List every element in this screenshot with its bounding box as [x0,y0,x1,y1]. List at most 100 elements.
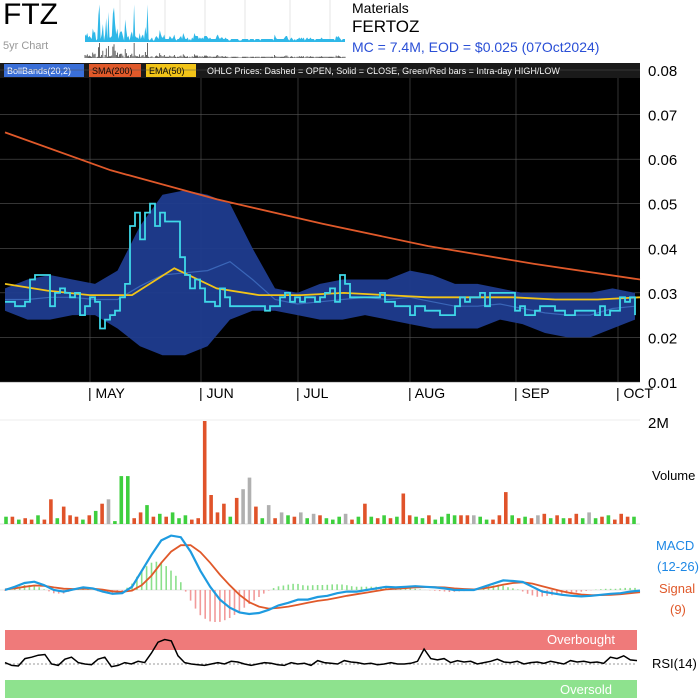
volume-bar [42,519,47,524]
volume-bar [234,497,239,524]
volume-bar [427,515,431,524]
oversold-zone [5,680,637,698]
volume-bar [292,516,297,524]
volume-bar [548,518,553,524]
volume-bar [209,495,213,524]
month-label: | JUL [296,385,329,401]
volume-bar [10,516,15,524]
volume-bar [632,516,636,524]
volume-bar [100,503,104,524]
volume-bar [119,476,124,524]
month-label: | JUN [199,385,234,401]
volume-bar [305,518,309,524]
volume-bar [510,515,514,524]
volume-bar [529,518,534,524]
legend-ema-label: EMA(50) [149,66,185,76]
legend-bollinger-box [4,64,84,77]
month-label: | MAY [88,385,125,401]
volume-bar [555,515,559,524]
volume-bar [177,518,181,524]
volume-axis-label: Volume [652,468,695,483]
volume-bar [183,515,188,524]
volume-bar [126,476,130,524]
volume-bar [254,506,258,524]
volume-bar [324,518,329,524]
volume-bar [190,519,194,524]
volume-bar [382,515,386,524]
overbought-label: Overbought [547,632,615,647]
volume-bar [61,506,66,524]
ticker-title: FTZ [3,0,58,31]
volume-bar [369,516,374,524]
price-tick-label: 0.04 [648,241,677,258]
volume-bar [311,513,316,524]
volume-bar [401,493,406,524]
volume-bar [4,516,8,524]
volume-bar [465,515,470,524]
volume-bar [222,503,226,524]
legend-sma-label: SMA(200) [92,66,133,76]
price-tick-label: 0.01 [648,375,677,392]
macd-line [4,534,641,616]
volume-tick-2m: 2M [648,415,669,432]
volume-bar [318,515,322,524]
volume-bar [619,513,623,524]
volume-bar [247,477,252,524]
volume-bar [29,519,34,524]
volume-bar [49,499,53,524]
sparkline-area [85,4,345,42]
legend-bollinger-label: BollBands(20,2) [7,66,71,76]
volume-bar [87,515,92,524]
volume-bar [606,515,611,524]
volume-bar [106,499,111,524]
volume-bar [536,515,540,524]
volume-bar [363,503,367,524]
volume-bar [279,512,284,524]
volume-bar [580,518,585,524]
volume-bar [68,515,72,524]
volume-bar [459,515,463,524]
company-name: FERTOZ [352,17,420,36]
volume-bar [331,519,335,524]
sma200-line [4,131,641,281]
volume-bar [196,518,200,524]
volume-bar [151,516,156,524]
overbought-zone [5,630,637,650]
volume-bar [613,519,617,524]
price-tick-label: 0.05 [648,197,677,214]
volume-bar [452,515,457,524]
volume-bar [343,513,348,524]
volume-bar [202,421,207,524]
volume-bar [388,518,393,524]
volume-bar [420,518,425,524]
bollinger-band [5,190,635,356]
chart-subtitle: 5yr Chart [3,40,49,52]
volume-bar [593,518,598,524]
price-tick-label: 0.07 [648,108,677,125]
volume-bar [164,516,168,524]
volume-bar [228,516,233,524]
price-tick-label: 0.06 [648,152,677,169]
volume-bar [286,515,290,524]
volume-bar [587,512,591,524]
volume-bar [440,516,444,524]
volume-bar [170,512,175,524]
volume-bar [516,518,521,524]
volume-bar [215,512,220,524]
rsi-line [4,638,638,668]
legend-sma-box [89,64,141,77]
volume-bar [145,505,149,524]
volume-bar [478,516,482,524]
legend-note: OHLC Prices: Dashed = OPEN, Solid = CLOS… [207,66,560,76]
volume-bar [446,513,450,524]
volume-bar [356,516,361,524]
price-tick-label: 0.08 [648,63,677,80]
volume-bar [55,518,60,524]
volume-bar [158,513,162,524]
volume-bar [523,516,527,524]
price-tick-label: 0.02 [648,330,677,347]
signal-label: Signal [659,581,695,596]
ema50-line [4,267,641,301]
volume-bar [375,518,380,524]
